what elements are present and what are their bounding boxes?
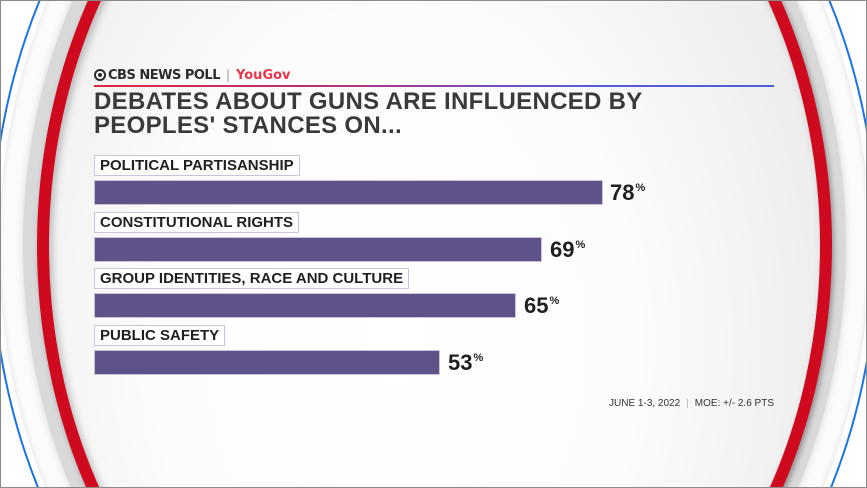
- bar: [94, 237, 542, 262]
- partner-name: YouGov: [236, 67, 291, 83]
- value-number: 53: [448, 349, 473, 375]
- bar: [94, 293, 516, 318]
- cbs-eye-icon: [94, 69, 106, 81]
- value-number: 69: [550, 236, 575, 262]
- percent-sign: %: [635, 182, 646, 194]
- brand-separator: |: [225, 68, 231, 82]
- chart-title: DEBATES ABOUT GUNS ARE INFLUENCED BY PEO…: [94, 90, 754, 138]
- value-label: 65%: [524, 293, 559, 318]
- bar: [94, 350, 440, 375]
- value-number: 65: [524, 292, 549, 318]
- category-label: POLITICAL PARTISANSHIP: [94, 155, 300, 176]
- value-label: 78%: [610, 180, 645, 205]
- title-line-1: DEBATES ABOUT GUNS ARE INFLUENCED BY: [94, 88, 643, 115]
- percent-sign: %: [575, 239, 586, 251]
- brand-name: CBS NEWS POLL: [108, 67, 220, 83]
- poll-footnote: JUNE 1-3, 2022 | MOE: +/- 2.6 PTS: [561, 398, 774, 409]
- category-label: PUBLIC SAFETY: [94, 325, 226, 346]
- poll-dates: JUNE 1-3, 2022: [609, 398, 681, 409]
- value-label: 53%: [448, 350, 483, 375]
- bar: [94, 180, 603, 205]
- value-number: 78: [610, 179, 635, 205]
- footer-separator: |: [686, 398, 689, 409]
- category-label: CONSTITUTIONAL RIGHTS: [94, 212, 300, 233]
- margin-of-error: MOE: +/- 2.6 PTS: [694, 398, 774, 409]
- title-line-2: PEOPLES' STANCES ON...: [94, 112, 402, 139]
- header-divider: [94, 85, 774, 87]
- percent-sign: %: [473, 352, 484, 364]
- percent-sign: %: [549, 295, 560, 307]
- brand-header: CBS NEWS POLL | YouGov: [94, 67, 291, 83]
- value-label: 69%: [550, 237, 585, 262]
- category-label: GROUP IDENTITIES, RACE AND CULTURE: [94, 268, 410, 289]
